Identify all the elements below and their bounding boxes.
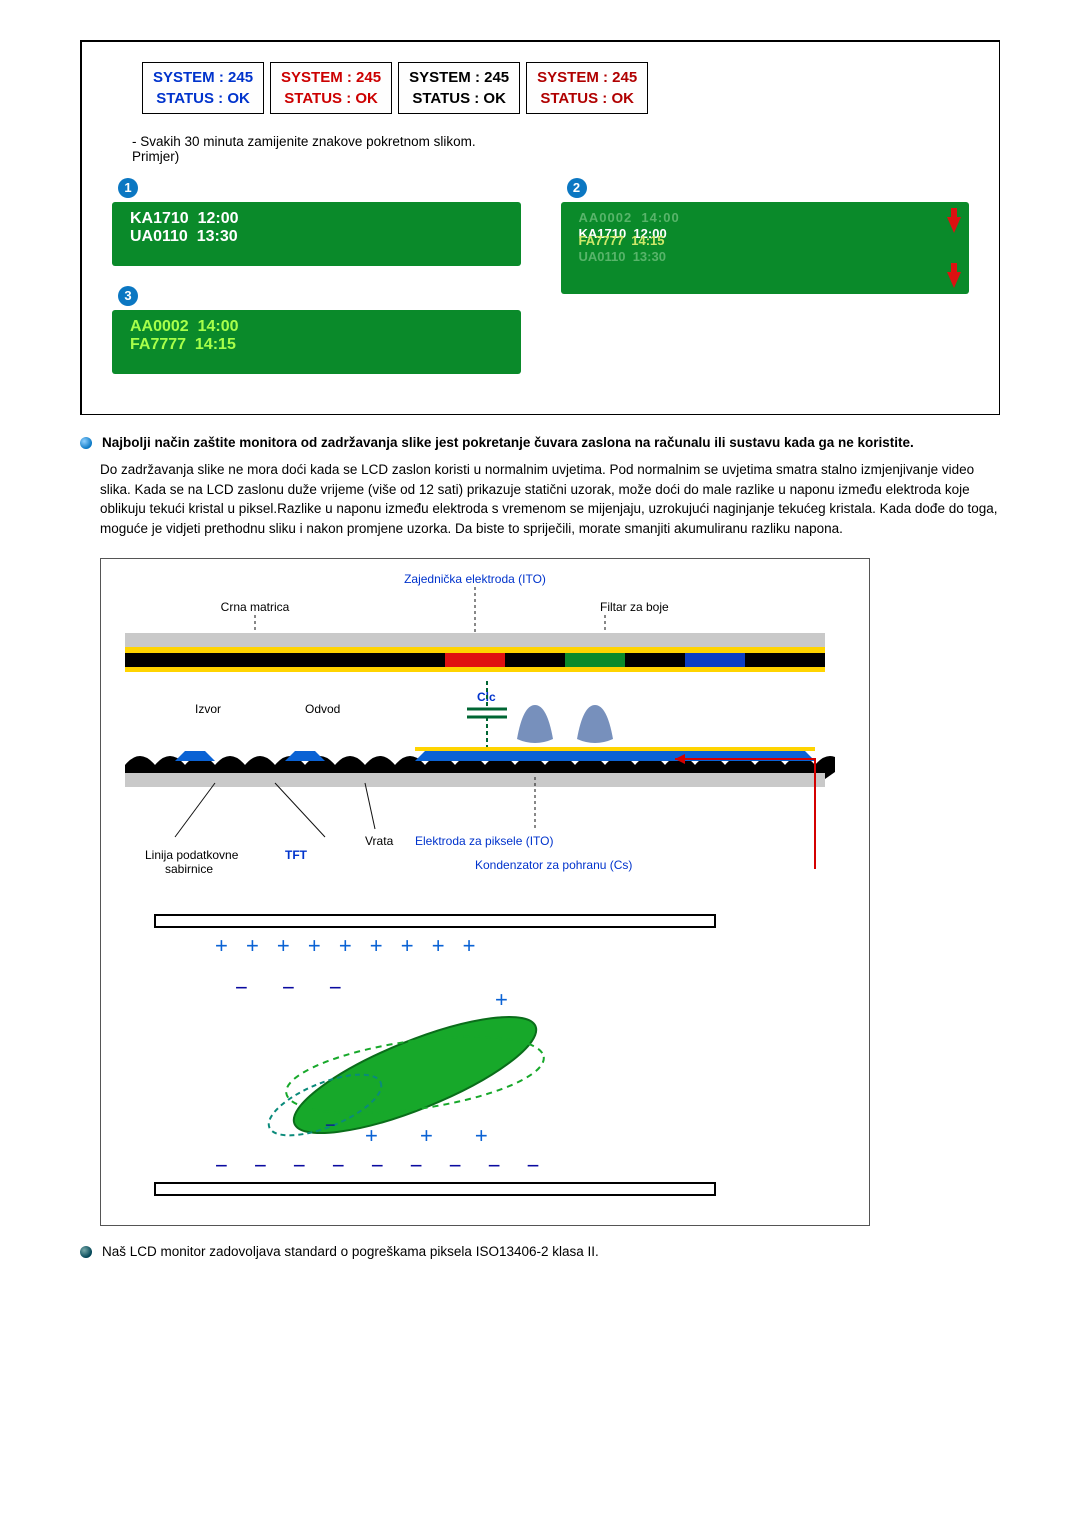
svg-text:sabirnice: sabirnice [165,862,213,876]
svg-text:Izvor: Izvor [195,702,221,716]
panel2-mid: KA1710 12:00 FA7777 14:15 [579,226,940,249]
badge-1: 1 [118,178,138,198]
svg-text:− − −: − − − [235,975,356,1000]
status-box: SYSTEM : 245STATUS : OK [142,62,264,114]
tft-diagram: Zajednička elektroda (ITO) Crna matrica Fi… [115,569,835,889]
status-box: SYSTEM : 245STATUS : OK [270,62,392,114]
svg-text:Elektroda za piksele (ITO): Elektroda za piksele (ITO) [415,834,554,848]
section2-heading-row: Najbolji način zaštite monitora od zadrž… [80,435,1000,450]
panel-1: KA1710 12:00UA0110 13:30 [112,202,521,266]
svg-text:−: − [325,1115,336,1135]
example-panels: 1 KA1710 12:00UA0110 13:30 3 AA0002 14:0… [112,178,969,394]
status-row: SYSTEM : 245STATUS : OKSYSTEM : 245STATU… [142,62,969,114]
bullet-icon [80,437,92,449]
panel-row: KA1710 12:00 [130,210,509,228]
panel-col-right: 2 AA0002 14:00 KA1710 12:00 FA7777 14:15… [561,178,970,394]
svg-text:− − − − − − − − −: − − − − − − − − − [215,1153,550,1178]
figure-status-panels: SYSTEM : 245STATUS : OKSYSTEM : 245STATU… [80,40,1000,415]
svg-text:Zajednička elektroda (ITO): Zajednička elektroda (ITO) [404,572,546,586]
instruction-text: - Svakih 30 minuta zamijenite znakove po… [132,134,476,149]
arrow-down-icon [945,208,963,233]
panel-row: UA0110 13:30 [130,228,509,246]
svg-text:+: + [495,987,508,1012]
svg-text:Odvod: Odvod [305,702,340,716]
panel2-ghost-bot: UA0110 13:30 [579,249,940,265]
panel-col-left: 1 KA1710 12:00UA0110 13:30 3 AA0002 14:0… [112,178,521,394]
panel-3: AA0002 14:00FA7777 14:15 [112,310,521,374]
arrow-down-icon [945,263,963,288]
status-box: SYSTEM : 245STATUS : OK [398,62,520,114]
svg-text:Linija podatkovne: Linija podatkovne [145,848,239,862]
panel-row: FA7777 14:15 [130,336,509,354]
svg-text:Vrata: Vrata [365,834,394,848]
badge-3: 3 [118,286,138,306]
section2-heading: Najbolji način zaštite monitora od zadrž… [102,435,914,450]
panel2-mid-b: FA7777 14:15 [579,233,940,249]
panel-row: AA0002 14:00 [130,318,509,336]
svg-text:Kondenzator za pohranu (Cs): Kondenzator za pohranu (Cs) [475,858,632,872]
figure-tft-crosssection: Zajednička elektroda (ITO) Crna matrica Fi… [100,558,870,1226]
capacitor-diagram: + + + + + + + + +− − −+− −−+ + +− − − − … [115,895,835,1215]
instruction-line: - Svakih 30 minuta zamijenite znakove po… [132,134,969,164]
svg-text:TFT: TFT [285,848,308,862]
footer-row: Naš LCD monitor zadovoljava standard o p… [80,1244,1000,1259]
svg-text:Crna matrica: Crna matrica [221,600,290,614]
scroll-arrows [945,208,963,288]
footer-text: Naš LCD monitor zadovoljava standard o p… [102,1244,599,1259]
panel2-ghost-top: AA0002 14:00 [579,210,940,226]
panel-2: AA0002 14:00 KA1710 12:00 FA7777 14:15 U… [561,202,970,294]
svg-text:+ + +: + + + [365,1123,506,1148]
bullet-icon [80,1246,92,1258]
svg-text:+ + + + + + + + +: + + + + + + + + + [215,933,482,958]
example-label: Primjer) [132,149,179,164]
badge-2: 2 [567,178,587,198]
status-box: SYSTEM : 245STATUS : OK [526,62,648,114]
section2-body: Do zadržavanja slike ne mora doći kada s… [100,460,1000,538]
svg-text:Filtar za boje: Filtar za boje [600,600,669,614]
